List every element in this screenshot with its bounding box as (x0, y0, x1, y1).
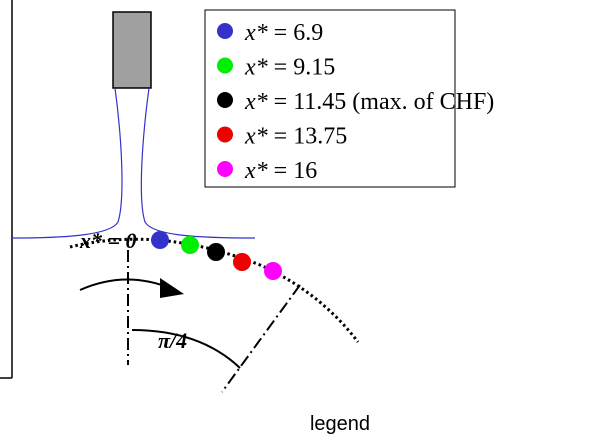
legend: x* = 6.9x* = 9.15x* = 11.45 (max. of CHF… (217, 20, 494, 184)
legend-label: x* = 16 (244, 158, 317, 184)
sample-point (151, 231, 169, 249)
caption: legend (310, 413, 370, 435)
legend-label: x* = 11.45 (max. of CHF) (244, 89, 494, 115)
legend-var: x* (244, 89, 268, 115)
rotation-arrow (79, 278, 171, 291)
arrow-head (160, 278, 184, 298)
surface-arc (69, 237, 360, 343)
legend-marker (217, 126, 233, 143)
legend-text: = 9.15 (274, 55, 336, 81)
legend-label: x* = 6.9 (244, 20, 323, 46)
legend-label: x* = 13.75 (244, 124, 347, 150)
jet-outline (11, 87, 123, 239)
legend-text: = 6.9 (274, 20, 324, 46)
legend-text: = 16 (274, 158, 318, 184)
legend-marker (217, 23, 233, 39)
sample-point (233, 253, 251, 271)
legend-var: x* (244, 55, 268, 81)
legend-var: x* (244, 20, 268, 46)
angle-line (221, 284, 301, 393)
legend-var: x* (244, 124, 268, 150)
legend-label: x* = 9.15 (244, 55, 335, 81)
legend-marker (217, 57, 233, 74)
nozzle-block (112, 11, 152, 89)
sample-point (181, 236, 199, 254)
sample-point (264, 262, 282, 280)
sample-points (151, 231, 282, 280)
origin-label: x* = 0 (79, 228, 137, 253)
legend-box (204, 9, 456, 188)
legend-text: = 11.45 (max. of CHF) (274, 89, 495, 115)
legend-marker (217, 161, 233, 177)
angle-arc (131, 329, 241, 369)
sample-point (207, 243, 225, 261)
angle-label: π/4 (158, 328, 187, 353)
legend-marker (217, 92, 233, 108)
jet-outline (140, 87, 256, 239)
legend-text: = 13.75 (274, 124, 348, 150)
legend-var: x* (244, 158, 268, 184)
